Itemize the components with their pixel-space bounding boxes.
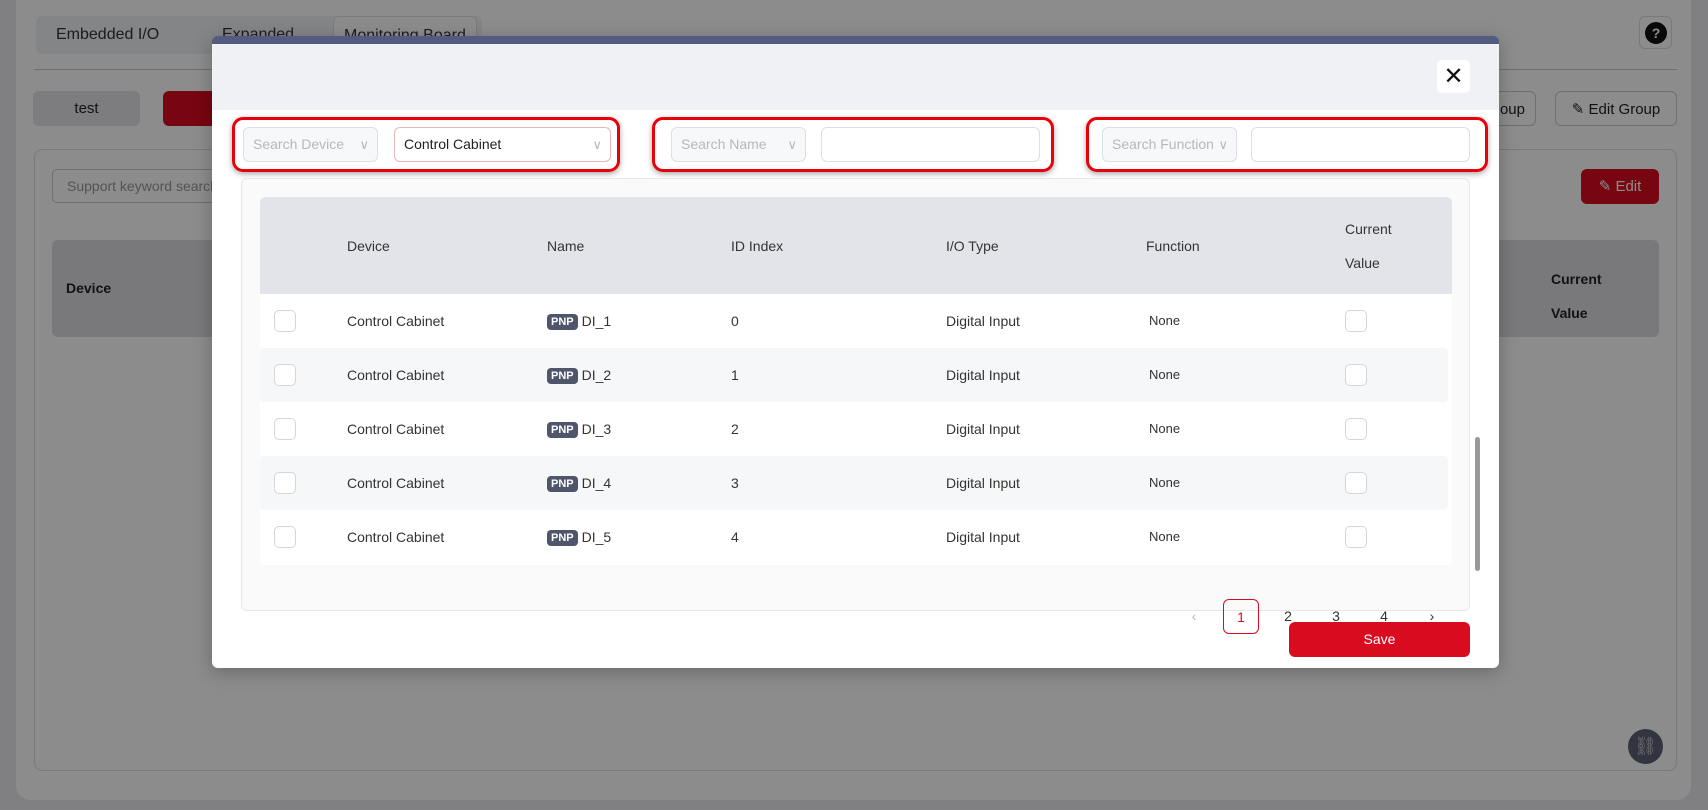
edit-icon: ✎ — [1571, 101, 1589, 118]
name-input[interactable] — [821, 127, 1040, 162]
cell-function: None — [1149, 367, 1181, 382]
pnp-badge: PNP — [547, 368, 578, 385]
name-text: DI_1 — [581, 313, 612, 329]
table-row[interactable]: Control Cabinet PNP DI_3 2 Digital Input None — [260, 402, 1448, 456]
edit-group-label: Edit Group — [1588, 101, 1661, 118]
edit-button[interactable]: ✎ Edit — [1581, 169, 1659, 204]
name-text: DI_3 — [581, 421, 612, 437]
cell-name: PNP DI_2 — [547, 348, 611, 402]
search-name-select[interactable]: Search Name ∨ — [671, 127, 806, 162]
page-1-button[interactable]: 1 — [1223, 599, 1259, 634]
header-device: Device — [66, 280, 112, 296]
cell-device: Control Cabinet — [347, 313, 445, 329]
current-value-checkbox[interactable] — [1345, 364, 1367, 386]
header-name: Name — [547, 237, 585, 254]
page-2-button[interactable]: 2 — [1284, 608, 1292, 624]
cell-id-index: 0 — [731, 313, 739, 329]
cell-id-index: 4 — [731, 529, 739, 545]
save-button[interactable]: Save — [1289, 622, 1470, 657]
prev-page-button[interactable]: ‹ — [1191, 608, 1197, 624]
chevron-down-icon: ∨ — [1218, 137, 1228, 152]
io-select-modal: ✕ Search Device ∨ Control Cabinet ∨ Search… — [212, 36, 1499, 668]
function-filter-group: Search Function ∨ — [1086, 117, 1488, 172]
pnp-badge: PNP — [547, 314, 578, 331]
cell-device: Control Cabinet — [347, 367, 445, 383]
cell-name: PNP DI_4 — [547, 456, 611, 510]
search-function-select[interactable]: Search Function ∨ — [1102, 127, 1237, 162]
row-select-checkbox[interactable] — [274, 364, 296, 386]
device-filter-group: Search Device ∨ Control Cabinet ∨ — [232, 117, 620, 172]
current-value-checkbox[interactable] — [1345, 472, 1367, 494]
edit-label: Edit — [1615, 178, 1642, 195]
name-text: DI_4 — [581, 475, 612, 491]
header-io-type: I/O Type — [946, 237, 999, 254]
cell-name: PNP DI_3 — [547, 402, 611, 456]
cell-function: None — [1149, 475, 1181, 490]
page-3-button[interactable]: 3 — [1332, 608, 1340, 624]
cell-id-index: 3 — [731, 475, 739, 491]
page-4-button[interactable]: 4 — [1380, 608, 1388, 624]
help-button[interactable]: ? — [1639, 16, 1672, 49]
current-value-checkbox[interactable] — [1345, 310, 1367, 332]
cell-io-type: Digital Input — [946, 313, 1020, 329]
modal-header: ✕ — [212, 44, 1499, 110]
tab-embedded-io[interactable]: Embedded I/O — [56, 26, 160, 43]
pnp-badge: PNP — [547, 422, 578, 439]
cell-io-type: Digital Input — [946, 367, 1020, 383]
header-device: Device — [347, 237, 390, 254]
header-id-index: ID Index — [731, 237, 784, 254]
group-button-test[interactable]: test — [33, 91, 140, 126]
chevron-down-icon: ∨ — [592, 137, 602, 152]
chevron-down-icon: ∨ — [787, 137, 797, 152]
table-row[interactable]: Control Cabinet PNP DI_1 0 Digital Input None — [260, 294, 1448, 348]
current-value-checkbox[interactable] — [1345, 418, 1367, 440]
cell-id-index: 2 — [731, 421, 739, 437]
chevron-down-icon: ∨ — [359, 137, 369, 152]
row-select-checkbox[interactable] — [274, 418, 296, 440]
device-value-select[interactable]: Control Cabinet ∨ — [394, 127, 611, 162]
cell-function: None — [1149, 313, 1181, 328]
question-circle-icon: ? — [1645, 22, 1667, 44]
table-scrollbar[interactable] — [1475, 437, 1480, 571]
pnp-badge: PNP — [547, 530, 578, 547]
search-device-select[interactable]: Search Device ∨ — [243, 127, 378, 162]
cell-device: Control Cabinet — [347, 421, 445, 437]
name-text: DI_2 — [581, 367, 612, 383]
pnp-badge: PNP — [547, 476, 578, 493]
cell-id-index: 1 — [731, 367, 739, 383]
table-body: Control Cabinet PNP DI_1 0 Digital Input None… — [260, 294, 1452, 565]
row-select-checkbox[interactable] — [274, 310, 296, 332]
table-row[interactable]: Control Cabinet PNP DI_4 3 Digital Input None — [260, 456, 1448, 510]
function-input[interactable] — [1251, 127, 1470, 162]
next-page-button[interactable]: › — [1429, 608, 1435, 624]
link-icon[interactable]: ⛓ — [1628, 729, 1663, 764]
cell-io-type: Digital Input — [946, 529, 1020, 545]
cell-name: PNP DI_5 — [547, 510, 611, 564]
cell-io-type: Digital Input — [946, 475, 1020, 491]
table-row[interactable]: Control Cabinet PNP DI_5 4 Digital Input None — [260, 510, 1448, 564]
io-table-card: Device Name ID Index I/O Type Function C… — [241, 178, 1480, 611]
table-header: Device Name ID Index I/O Type Function C… — [260, 197, 1452, 294]
header-function: Function — [1146, 237, 1200, 254]
cell-function: None — [1149, 421, 1181, 436]
table-row[interactable]: Control Cabinet PNP DI_2 1 Digital Input None — [260, 348, 1448, 402]
name-text: DI_5 — [581, 529, 612, 545]
header-current-value: Current Value — [1345, 220, 1392, 271]
cell-function: None — [1149, 529, 1181, 544]
cell-device: Control Cabinet — [347, 475, 445, 491]
cell-device: Control Cabinet — [347, 529, 445, 545]
cell-io-type: Digital Input — [946, 421, 1020, 437]
header-current-value: Current Value — [1551, 271, 1602, 321]
row-select-checkbox[interactable] — [274, 472, 296, 494]
cell-name: PNP DI_1 — [547, 294, 611, 348]
edit-group-button[interactable]: ✎ Edit Group — [1555, 91, 1677, 126]
close-icon[interactable]: ✕ — [1437, 60, 1470, 93]
name-filter-group: Search Name ∨ — [652, 117, 1054, 172]
current-value-checkbox[interactable] — [1345, 526, 1367, 548]
edit-icon: ✎ — [1598, 178, 1616, 195]
row-select-checkbox[interactable] — [274, 526, 296, 548]
